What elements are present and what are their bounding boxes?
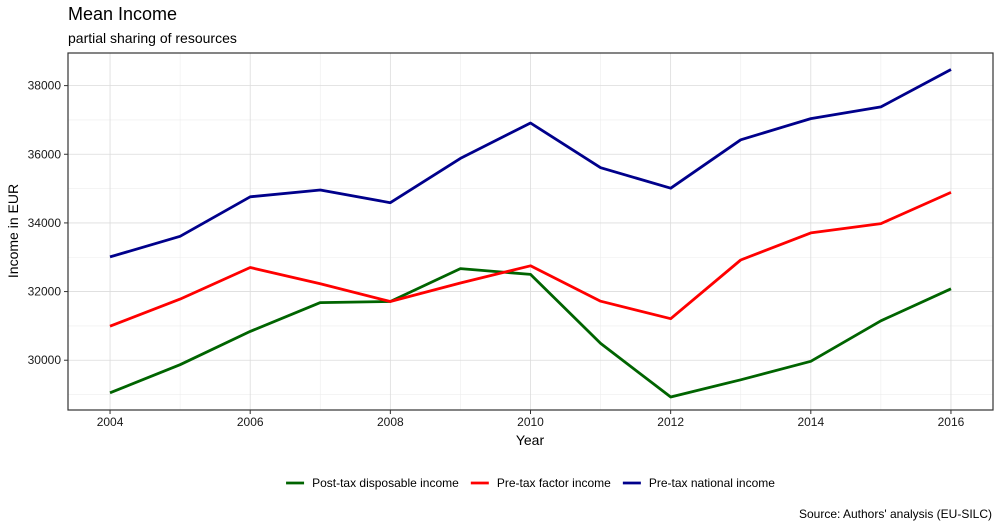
- y-tick-label: 38000: [28, 79, 62, 93]
- x-tick-label: 2012: [657, 415, 684, 429]
- source-caption: Source: Authors' analysis (EU-SILC): [798, 507, 992, 521]
- x-tick-label: 2016: [938, 415, 965, 429]
- legend-label: Pre-tax factor income: [497, 476, 611, 490]
- legend-label: Post-tax disposable income: [312, 476, 459, 490]
- x-tick-label: 2006: [237, 415, 264, 429]
- x-axis-ticks: 2004 2006 2008 2010 2012 2014 2016: [97, 410, 965, 429]
- chart-subtitle: partial sharing of resources: [68, 30, 237, 46]
- x-tick-label: 2004: [97, 415, 124, 429]
- x-tick-label: 2010: [517, 415, 544, 429]
- legend-label: Pre-tax national income: [649, 476, 775, 490]
- y-axis-ticks: 30000 32000 34000 36000 38000: [28, 79, 68, 367]
- series-lines: [109, 68, 952, 399]
- x-tick-label: 2014: [797, 415, 824, 429]
- series-line-3: [109, 68, 952, 259]
- x-tick-label: 2008: [377, 415, 404, 429]
- chart-title: Mean Income: [68, 4, 178, 24]
- y-tick-label: 34000: [28, 216, 62, 230]
- y-axis-title: Income in EUR: [5, 184, 21, 278]
- x-axis-title: Year: [516, 432, 545, 448]
- series-line-2: [109, 191, 952, 328]
- legend: Post-tax disposable income Pre-tax factor…: [286, 476, 775, 490]
- y-tick-label: 32000: [28, 285, 62, 299]
- y-tick-label: 30000: [28, 353, 62, 367]
- y-tick-label: 36000: [28, 147, 62, 161]
- series-line-1: [109, 267, 952, 399]
